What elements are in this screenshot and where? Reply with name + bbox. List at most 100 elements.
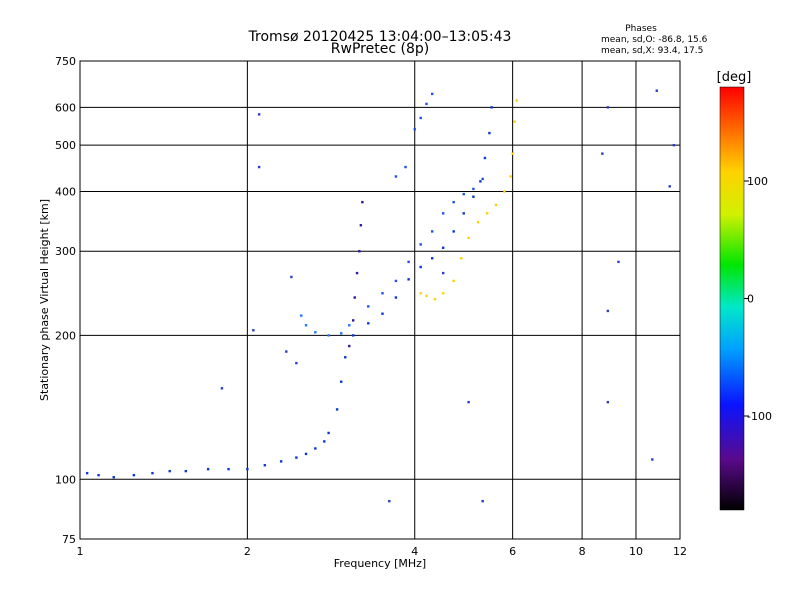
data-point [515,99,518,102]
data-point [327,431,330,435]
chart-title: Tromsø 20120425 13:04:00–13:05:43 [248,29,512,45]
data-point [467,236,470,240]
colorbar-ticks: 100 0 -100 [744,175,772,423]
data-point [355,271,359,275]
x-axis-label: Frequency [MHz] [334,557,426,570]
data-point [481,499,484,503]
data-point [335,408,339,411]
data-point [348,344,351,348]
data-point [85,471,89,475]
data-point [246,467,249,471]
data-point [460,257,463,260]
data-point [257,165,261,169]
x-tick-label: 4 [411,545,418,558]
data-point [494,203,498,207]
data-point [472,187,475,191]
data-point [462,192,465,196]
data-point [184,469,188,473]
data-point [441,246,445,249]
data-point [655,89,658,92]
data-point [394,279,398,283]
y-tick-label: 750 [55,55,76,68]
data-point [606,400,610,404]
data-point [168,469,171,473]
data-point [367,322,370,325]
data-point [394,296,398,299]
data-point [509,175,512,178]
data-point [462,212,465,215]
data-point [327,334,330,337]
data-point [381,312,384,315]
data-point [452,200,455,204]
data-point [617,260,620,264]
data-point [452,279,455,283]
data-point [358,250,361,253]
data-point [472,195,475,198]
data-point [344,356,347,359]
data-point [441,292,445,295]
x-tick-label: 10 [629,545,643,558]
y-tick-label: 400 [55,185,76,198]
data-point [441,212,445,215]
data-point [467,400,470,404]
data-point [351,334,355,337]
data-point [340,332,343,335]
y-tick-label: 100 [55,473,76,486]
data-point [359,224,363,227]
data-point [290,275,293,279]
data-point [485,212,489,215]
data-point [419,243,422,246]
y-tick-label: 200 [55,329,76,342]
data-point [425,102,428,106]
data-point [348,324,351,327]
y-tick-label: 500 [55,139,76,152]
data-point [404,165,407,169]
data-point [651,458,654,461]
stats-line-o: mean, sd,O: -86.8, 15.6 [601,35,708,45]
data-point [441,271,445,275]
data-point [279,460,283,463]
data-point [452,230,455,233]
data-point [483,156,487,160]
data-point [340,380,343,383]
data-point [300,314,303,317]
data-point [304,452,308,456]
data-point [304,324,308,327]
y-tick-label: 600 [55,101,76,114]
colorbar [719,86,745,511]
x-tick-label: 2 [244,545,251,558]
data-point [257,113,261,116]
stats-line-x: mean, sd,X: 93.4, 17.5 [601,46,703,56]
data-point [285,350,288,353]
data-point [490,106,493,109]
data-point [488,131,491,135]
chart-subtitle: RwPretec (8p) [331,41,429,57]
y-axis-label: Stationary phase Virtual Height [km] [38,199,51,401]
data-point [430,257,434,260]
data-point [112,476,115,479]
data-point [479,180,482,183]
x-tick-label: 12 [673,545,687,558]
data-point [606,106,610,109]
data-point [394,175,398,178]
colorbar-tick-label: -100 [747,410,772,423]
data-point [227,467,230,471]
colorbar-tick-label: 100 [747,175,768,188]
data-point [430,92,434,96]
data-point [388,499,391,503]
data-point [407,260,410,264]
x-tick-label: 1 [77,545,84,558]
data-point [419,292,422,295]
y-tick-label: 300 [55,245,76,258]
data-point [263,464,267,467]
data-point [220,387,224,390]
data-point [481,177,484,181]
data-point [419,265,422,269]
data-point [419,116,422,120]
data-point [295,456,298,459]
data-point [668,185,671,188]
colorbar-tick-label: 0 [747,293,754,306]
x-tick-labels: 1 2 4 6 8 10 12 [77,545,688,558]
y-tick-label: 75 [62,533,76,546]
